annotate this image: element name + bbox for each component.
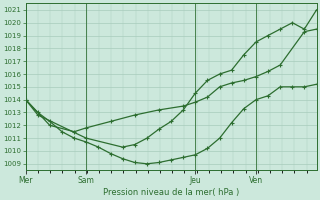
X-axis label: Pression niveau de la mer( hPa ): Pression niveau de la mer( hPa ) — [103, 188, 239, 197]
